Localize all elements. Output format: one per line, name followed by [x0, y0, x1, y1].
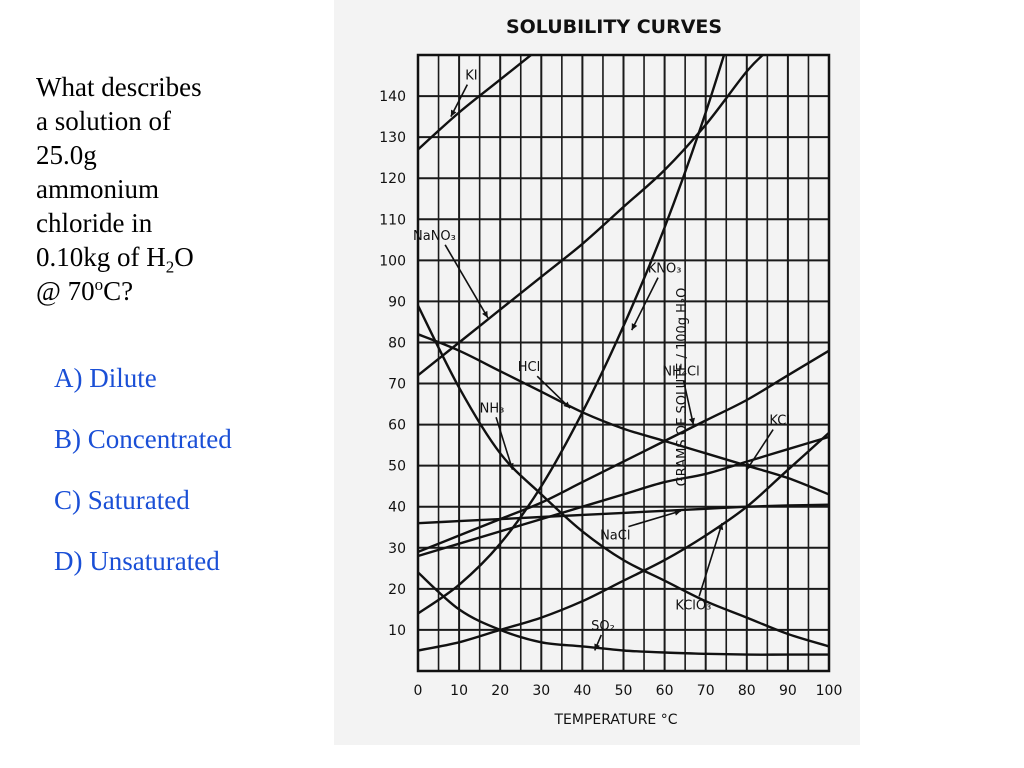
x-tick-label: 0: [414, 683, 423, 699]
y-tick-label: 120: [379, 171, 406, 187]
arrowhead-icon: [631, 323, 638, 331]
y-tick-label: 20: [388, 582, 406, 598]
curve-label: KI: [465, 69, 477, 84]
curve-label: KNO₃: [648, 262, 682, 277]
curve-kcl: [418, 435, 829, 558]
question-line: 25.0g: [36, 140, 97, 170]
question-text: What describes a solution of 25.0g ammon…: [36, 70, 296, 308]
arrowhead-icon: [674, 509, 682, 516]
x-tick-label: 80: [738, 683, 756, 699]
curve-hcl: [418, 333, 829, 496]
question-fragment: C?: [103, 276, 134, 306]
y-tick-label: 10: [388, 623, 406, 639]
label-leader: [682, 380, 695, 425]
x-tick-label: 100: [816, 683, 843, 699]
curve-label: KClO₃: [675, 598, 711, 613]
x-tick-label: 60: [656, 683, 674, 699]
y-tick-label: 30: [388, 541, 406, 557]
x-tick-label: 40: [573, 683, 591, 699]
curve-nh3: [418, 304, 829, 648]
y-tick-label: 70: [388, 377, 406, 393]
question-fragment: 0.10kg of H: [36, 242, 166, 272]
x-tick-label: 90: [779, 683, 797, 699]
y-axis-label: GRAMS OF SOLUTE / 100g H₂O: [675, 288, 690, 487]
question-fragment: O: [174, 242, 194, 272]
arrowhead-icon: [507, 462, 514, 470]
y-tick-label: 140: [379, 89, 406, 105]
y-tick-label: 110: [379, 212, 406, 228]
arrowhead-icon: [689, 417, 695, 425]
y-tick-label: 130: [379, 130, 406, 146]
superscript: o: [94, 275, 104, 294]
option-a[interactable]: A) Dilute: [54, 363, 157, 393]
label-leader: [495, 417, 514, 471]
plot-frame: [416, 53, 831, 673]
question-line: 0.10kg of H2O: [36, 240, 296, 277]
x-tick-label: 20: [491, 683, 509, 699]
y-tick-label: 50: [388, 459, 406, 475]
y-tick-label: 100: [379, 253, 406, 269]
y-tick-label: 60: [388, 418, 406, 434]
chart-title: SOLUBILITY CURVES: [506, 16, 722, 38]
curve-label: NH₃: [480, 401, 505, 416]
question-line: @ 70oC?: [36, 274, 296, 308]
curve-label: NaCl: [600, 529, 630, 544]
arrowhead-icon: [746, 462, 753, 470]
curve-so2: [418, 571, 829, 656]
curve-nacl: [418, 503, 829, 525]
curve-label: HCl: [518, 360, 540, 375]
solubility-chart: SOLUBILITY CURVES TEMPERATURE °C GRAMS O…: [379, 16, 842, 728]
x-tick-label: 50: [615, 683, 633, 699]
curve-label: SO₂: [591, 619, 615, 634]
curve-kclo3: [418, 431, 829, 652]
y-tick-label: 80: [388, 335, 406, 351]
question-line: ammonium: [36, 174, 159, 204]
answer-options: A) Dilute B) Concentrated C) Saturated D…: [54, 360, 232, 604]
label-leader: [536, 375, 571, 409]
arrowhead-icon: [594, 643, 600, 651]
question-line: a solution of: [36, 106, 171, 136]
curve-label: NH₄Cl: [662, 364, 699, 379]
arrowhead-icon: [717, 523, 724, 531]
option-b[interactable]: B) Concentrated: [54, 424, 232, 454]
question-line: What describes: [36, 72, 202, 102]
x-tick-label: 10: [450, 683, 468, 699]
curve-label: KCl: [769, 414, 790, 429]
curve-kno3: [418, 55, 726, 615]
option-c[interactable]: C) Saturated: [54, 485, 190, 515]
curve-nano3: [418, 55, 765, 377]
arrowhead-icon: [482, 310, 488, 318]
question-fragment: @ 70: [36, 276, 95, 306]
curve-nh4cl: [418, 349, 829, 554]
ticks: 0 10 20 30 40 50 60 70 80 90 100 10 20 30 40 50 60 70 80 90…: [379, 89, 842, 699]
arrowhead-icon: [563, 401, 571, 409]
label-leader: [698, 522, 723, 597]
label-leader: [628, 510, 682, 528]
curves: [418, 55, 829, 656]
curve-ki: [418, 55, 533, 151]
curve-label: NaNO₃: [413, 229, 456, 244]
x-tick-label: 70: [697, 683, 715, 699]
label-leader: [746, 429, 774, 471]
question-line: chloride in: [36, 208, 153, 238]
grid: [416, 53, 831, 673]
arrowhead-icon: [450, 109, 457, 117]
y-tick-label: 40: [388, 500, 406, 516]
label-leader: [631, 277, 659, 331]
x-axis-label: TEMPERATURE °C: [553, 712, 677, 728]
label-leader: [444, 244, 489, 319]
option-d[interactable]: D) Unsaturated: [54, 546, 220, 576]
x-tick-label: 30: [532, 683, 550, 699]
curve-labels: KI NaNO₃ KNO₃ HCl NH₃ NH₄Cl KCl NaCl KClO₃ SO₂: [413, 69, 790, 651]
y-tick-label: 90: [388, 294, 406, 310]
subscript: 2: [165, 257, 175, 277]
